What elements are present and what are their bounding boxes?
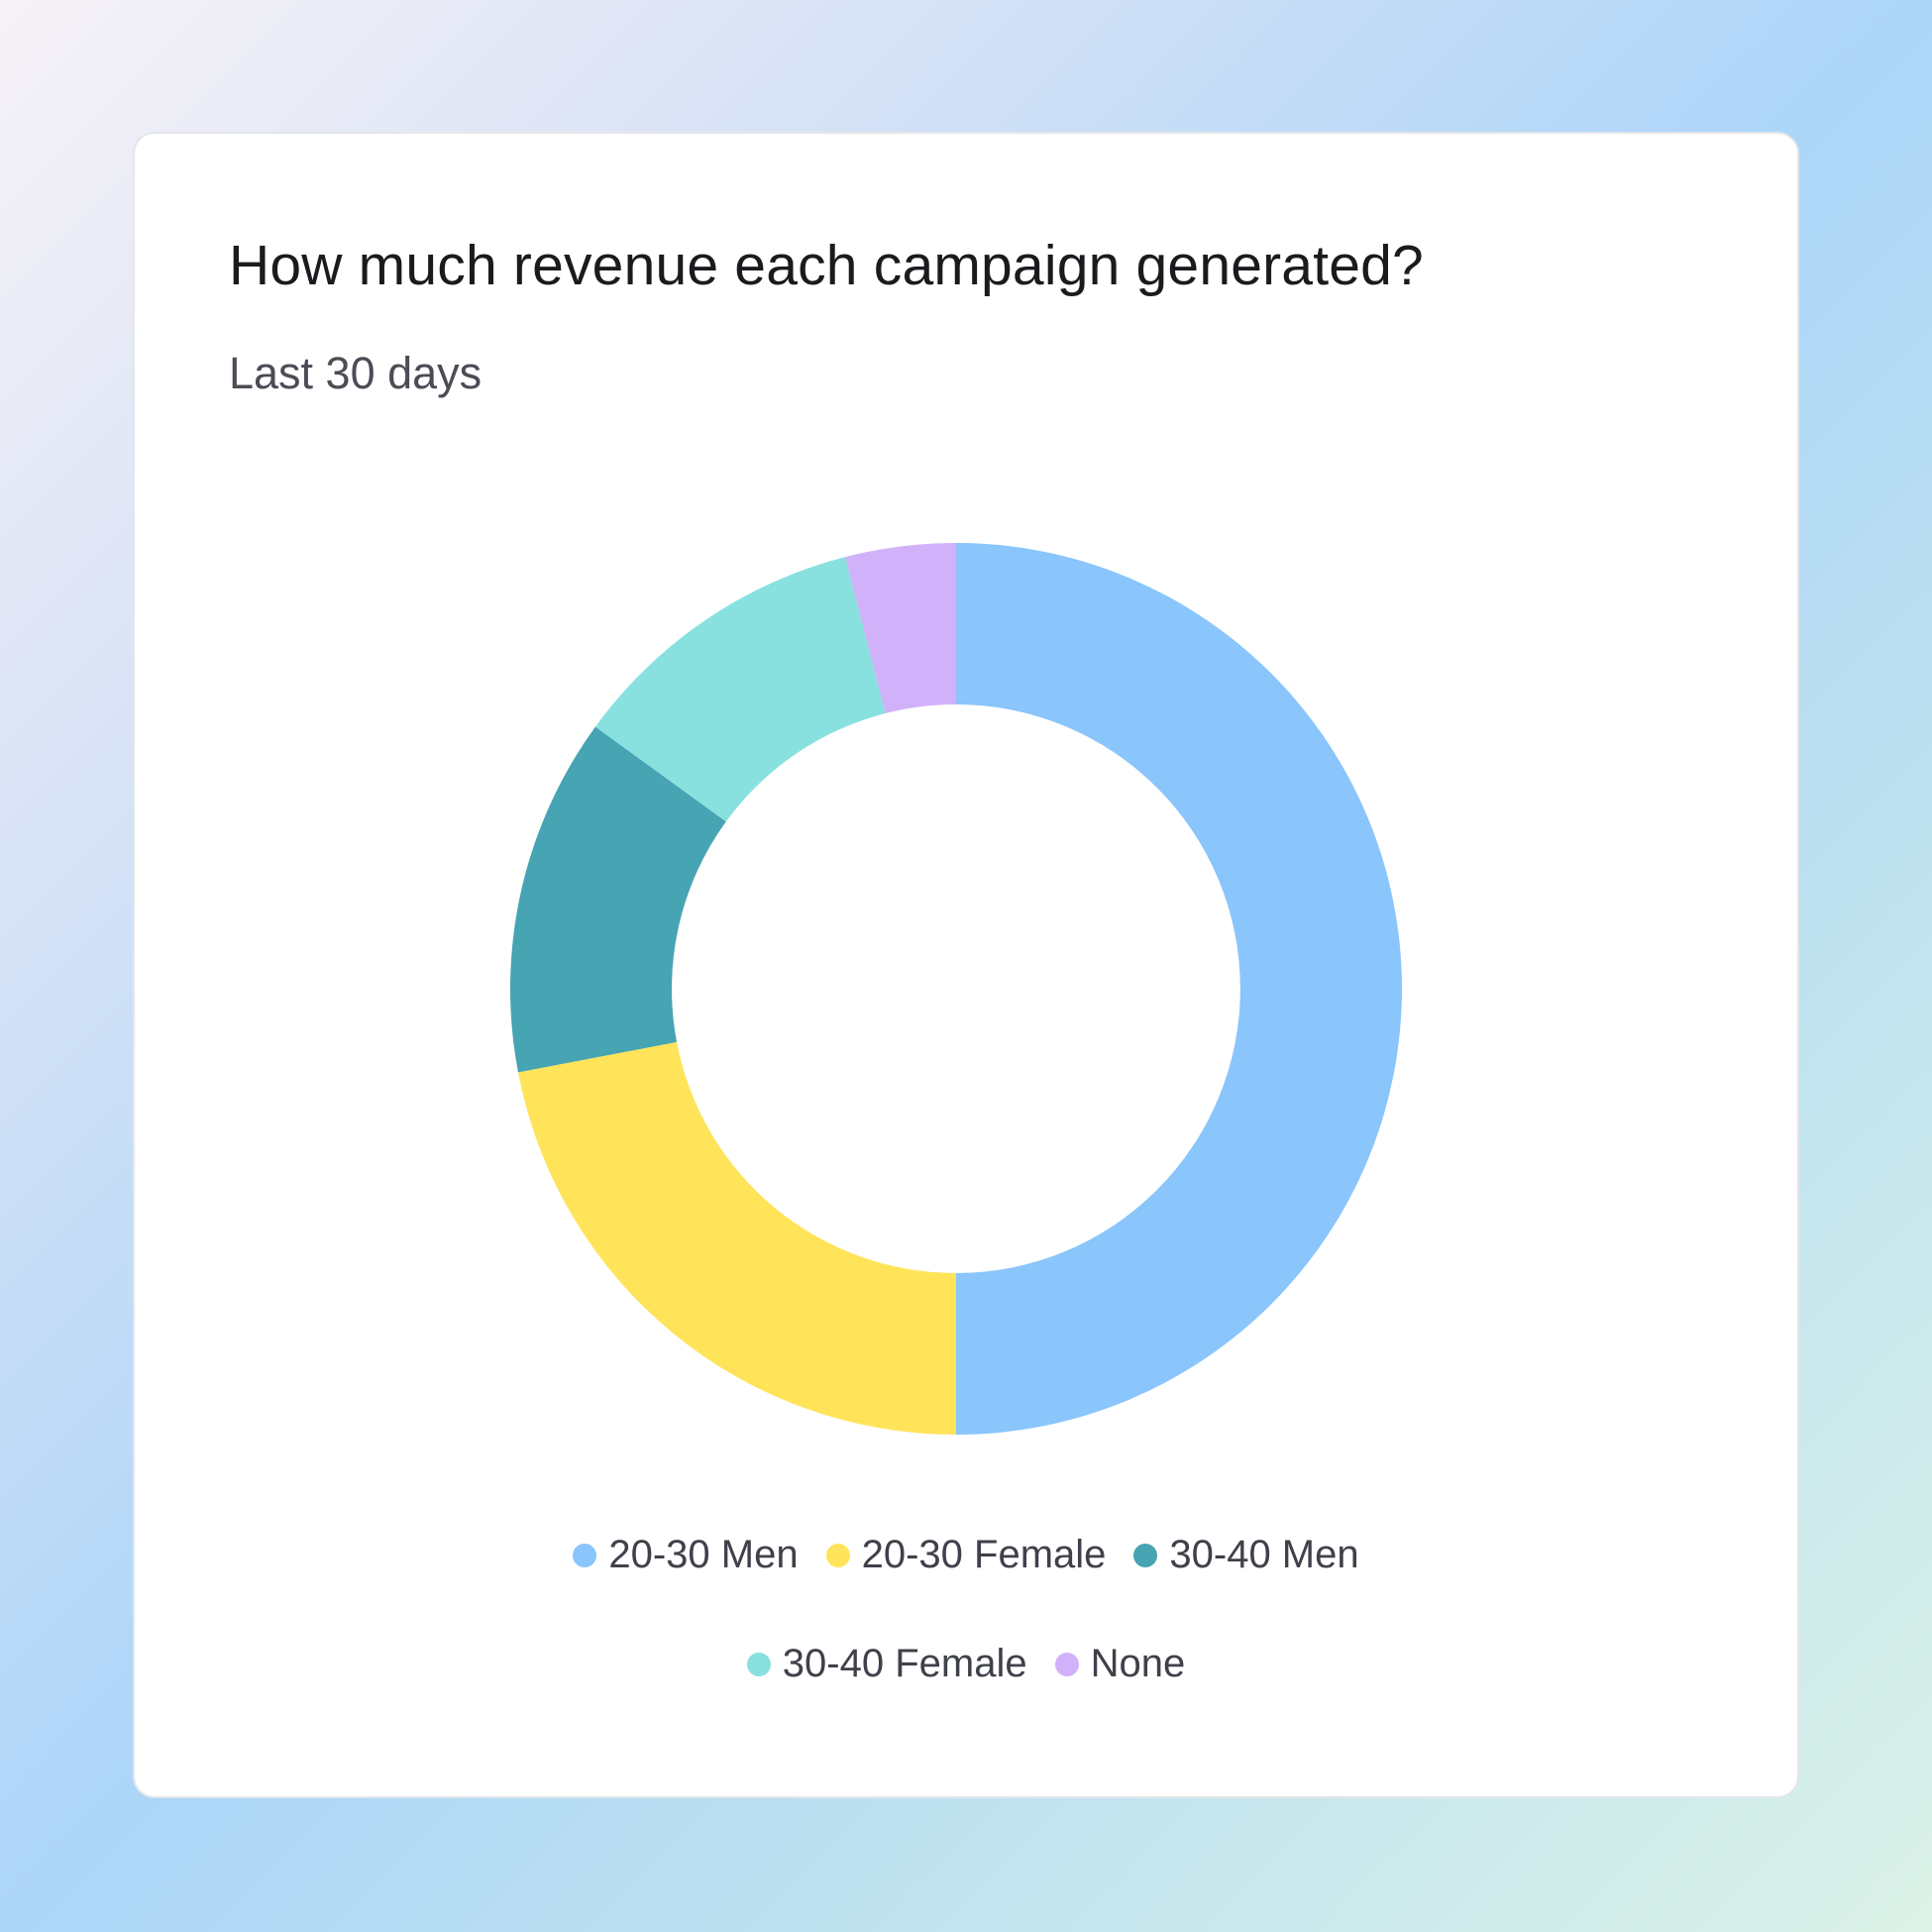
donut-slice-none[interactable]: [845, 543, 956, 714]
legend-dot-icon: [1054, 1652, 1079, 1676]
legend-dot-icon: [573, 1543, 597, 1567]
legend-dot-icon: [825, 1543, 850, 1567]
chart-subtitle: Last 30 days: [229, 348, 483, 398]
legend-item[interactable]: 30-40 Men: [1133, 1533, 1359, 1577]
donut-slice-30-40-female[interactable]: [594, 557, 886, 822]
donut-slice-30-40-men[interactable]: [510, 726, 726, 1073]
legend-item[interactable]: 30-40 Female: [746, 1642, 1027, 1686]
legend-label: 30-40 Men: [1169, 1533, 1359, 1576]
legend-item[interactable]: None: [1054, 1642, 1186, 1686]
legend-row-2: 30-40 Female None: [135, 1642, 1797, 1686]
legend-dot-icon: [1133, 1543, 1158, 1567]
legend-row-1: 20-30 Men 20-30 Female 30-40 Men: [135, 1533, 1797, 1577]
legend-dot-icon: [746, 1652, 771, 1676]
donut-chart: [510, 543, 1402, 1435]
chart-title: How much revenue each campaign generated…: [229, 234, 1424, 297]
legend-label: 30-40 Female: [782, 1642, 1027, 1685]
legend-label: None: [1090, 1642, 1186, 1685]
chart-card: How much revenue each campaign generated…: [133, 132, 1799, 1798]
donut-slice-20-30-female[interactable]: [517, 1041, 956, 1435]
donut-slice-20-30-men[interactable]: [956, 543, 1402, 1435]
legend-label: 20-30 Men: [608, 1533, 799, 1576]
legend-item[interactable]: 20-30 Men: [573, 1533, 799, 1577]
legend-label: 20-30 Female: [861, 1533, 1107, 1576]
legend-item[interactable]: 20-30 Female: [825, 1533, 1107, 1577]
